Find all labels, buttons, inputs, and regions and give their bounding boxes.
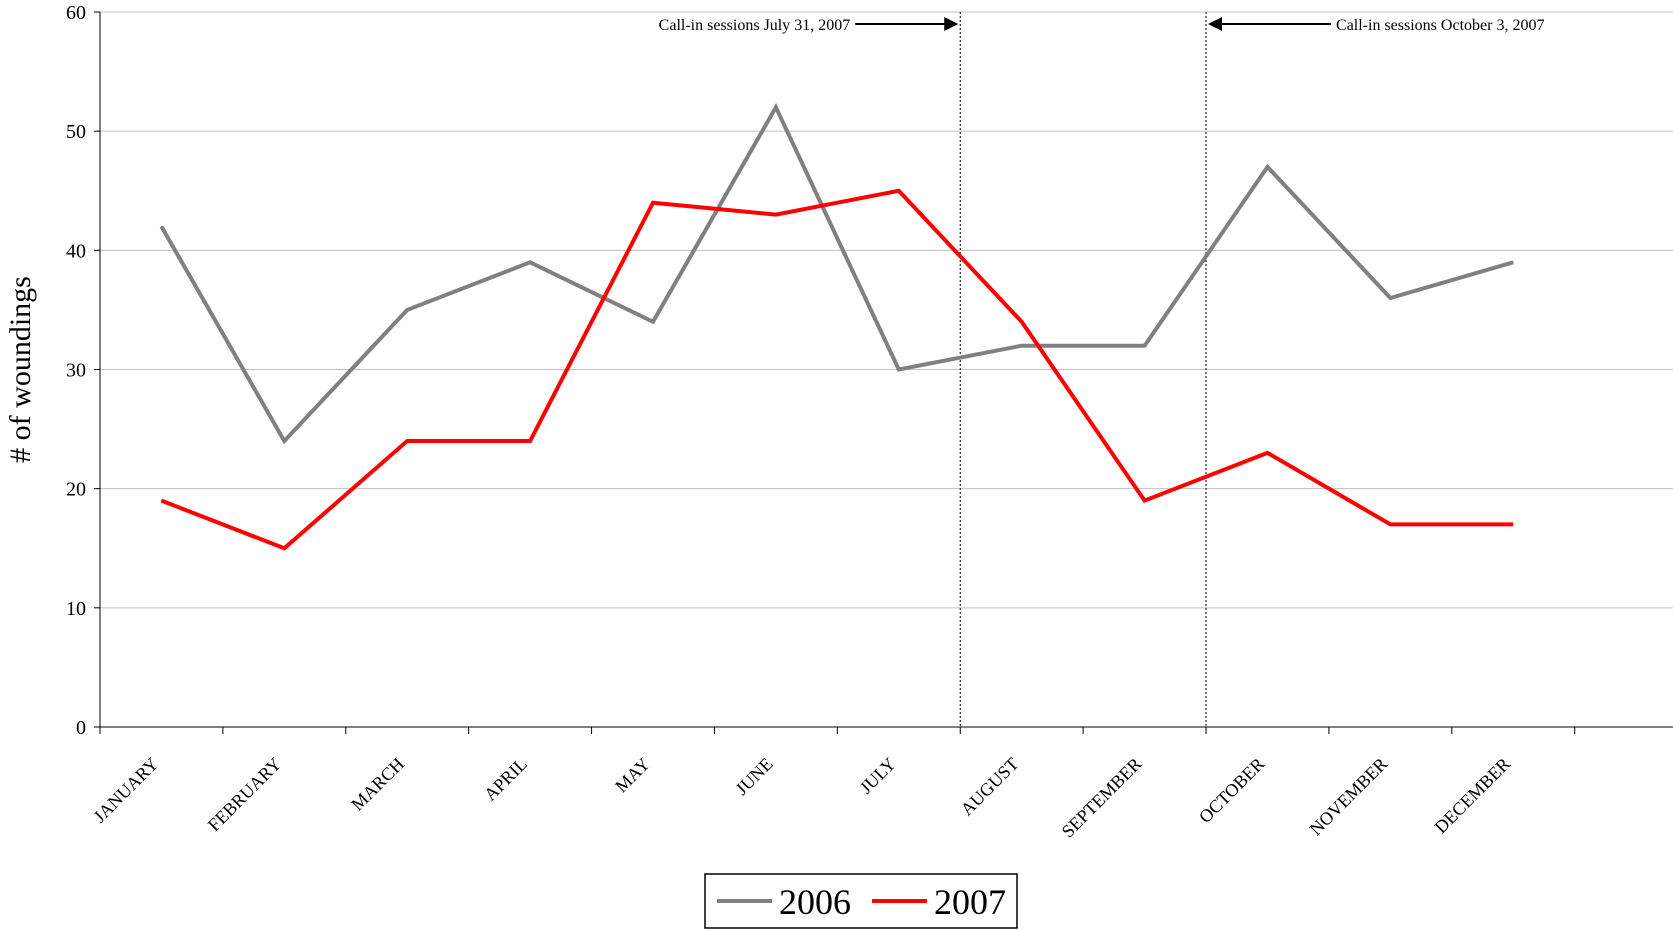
annotation-arrow-head	[1208, 17, 1223, 31]
data-point-2006	[160, 226, 162, 227]
data-point-2006	[1266, 166, 1268, 168]
annotation-text: Call-in sessions July 31, 2007	[659, 17, 851, 34]
y-tick-label: 30	[66, 360, 86, 382]
legend-label-2006: 2006	[779, 882, 851, 922]
x-tick-label: JULY	[856, 754, 900, 798]
annotations: Call-in sessions July 31, 2007 Call-in se…	[659, 12, 1544, 727]
data-point-2007	[1512, 523, 1514, 525]
x-axis: JANUARY FEBRUARY MARCH APRIL MAY JUNE JULY AUGU…	[89, 726, 1673, 842]
data-point-2006	[1021, 345, 1023, 347]
data-point-2007	[1389, 523, 1391, 525]
legend: 2006 2007	[704, 873, 1018, 929]
data-point-2007	[652, 202, 654, 204]
series-line-2007	[160, 188, 1514, 551]
data-point-2006	[1389, 297, 1391, 299]
x-tick-label: APRIL	[480, 754, 531, 805]
annotation-text: Call-in sessions October 3, 2007	[1336, 17, 1544, 34]
gridlines	[100, 11, 1673, 609]
data-point-2007	[775, 214, 777, 216]
data-point-2006	[283, 440, 285, 442]
data-point-2007	[898, 190, 900, 192]
y-tick-label: 50	[66, 121, 86, 143]
x-tick-label: JUNE	[731, 754, 776, 799]
data-point-2007	[406, 440, 408, 442]
data-point-2006	[775, 106, 777, 108]
data-point-2007	[529, 440, 531, 442]
series-line-2006	[159, 102, 1514, 445]
x-tick-label: SEPTEMBER	[1058, 754, 1146, 842]
y-tick-label: 40	[66, 240, 86, 262]
y-axis: 0 10 20 30 40 50 60	[66, 2, 101, 739]
data-point-2007	[283, 547, 285, 549]
data-point-2007	[1266, 452, 1268, 454]
legend-label-2007: 2007	[934, 882, 1006, 922]
x-tick-label: FEBRUARY	[204, 754, 285, 835]
x-tick-label: AUGUST	[957, 754, 1023, 820]
annotation-arrow-head	[944, 17, 959, 31]
data-point-2007	[160, 500, 162, 502]
x-tick-label: JANUARY	[89, 754, 162, 827]
x-tick-label: DECEMBER	[1431, 754, 1514, 837]
data-point-2006	[406, 309, 408, 311]
data-point-2007	[1144, 500, 1146, 502]
x-tick-label: MARCH	[347, 754, 408, 815]
x-tick-label: NOVEMBER	[1306, 754, 1392, 840]
data-point-2006	[1144, 345, 1146, 347]
y-tick-label: 10	[66, 598, 86, 620]
data-point-2007	[1021, 321, 1023, 323]
y-tick-label: 20	[66, 479, 86, 501]
y-tick-label: 0	[76, 717, 86, 739]
series-lines	[159, 102, 1514, 551]
y-axis-title: # of woundings	[4, 276, 37, 463]
data-point-2006	[529, 261, 531, 263]
x-tick-label: MAY	[611, 754, 654, 797]
y-tick-label: 60	[66, 2, 86, 24]
x-tick-label: OCTOBER	[1195, 754, 1268, 827]
data-point-2006	[898, 369, 900, 370]
data-point-2006	[1512, 261, 1514, 263]
data-point-2006	[652, 321, 654, 323]
